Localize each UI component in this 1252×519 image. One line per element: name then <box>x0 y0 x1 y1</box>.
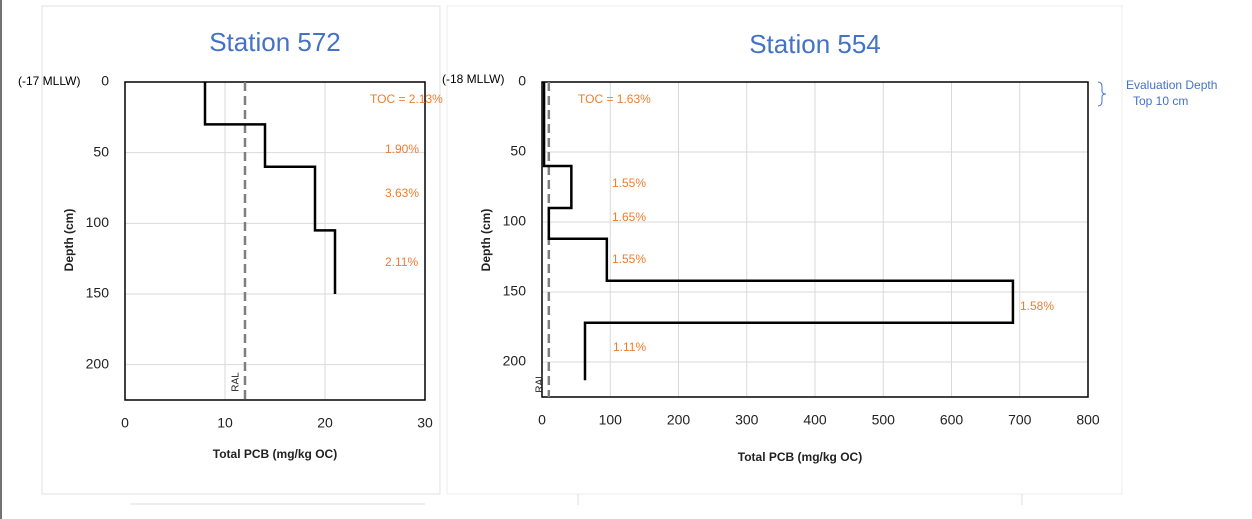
annotation: Evaluation Depth <box>1126 78 1217 92</box>
y-tick-label: 100 <box>503 213 527 229</box>
profile-line <box>542 82 1015 381</box>
y-tick-label: 50 <box>93 143 109 159</box>
plot-area <box>124 81 426 401</box>
y-tick-label: 0 <box>101 73 109 89</box>
y-tick-label: 50 <box>510 143 526 159</box>
ral-label: RAL <box>534 373 545 393</box>
annotation: Top 10 cm <box>1133 94 1188 108</box>
annotation: TOC = 1.63% <box>578 92 651 106</box>
annotation: (-18 MLLW) <box>442 72 504 86</box>
plot-area <box>541 81 1089 398</box>
x-tick-label: 100 <box>599 412 623 428</box>
x-tick-label: 30 <box>417 415 433 431</box>
annotation: 3.63% <box>385 186 419 200</box>
annotation: 1.65% <box>612 210 646 224</box>
y-tick-label: 100 <box>86 214 110 230</box>
x-axis-title: Total PCB (mg/kg OC) <box>213 447 337 461</box>
profile-line <box>203 82 337 294</box>
chart-title: Station 554 <box>749 29 881 59</box>
y-tick-label: 150 <box>503 283 527 299</box>
x-tick-label: 10 <box>217 415 233 431</box>
annotation: 1.58% <box>1020 299 1054 313</box>
y-tick-label: 0 <box>518 73 526 89</box>
y-axis-title: Depth (cm) <box>62 209 76 272</box>
panel-frame <box>446 5 1123 495</box>
annotation: (-17 MLLW) <box>18 74 80 88</box>
ral-label: RAL <box>231 372 242 392</box>
x-tick-label: 800 <box>1076 412 1100 428</box>
y-tick-label: 200 <box>503 353 527 369</box>
x-tick-label: 400 <box>803 412 827 428</box>
annotation: 1.90% <box>385 142 419 156</box>
y-tick-label: 150 <box>86 285 110 301</box>
x-tick-label: 300 <box>735 412 759 428</box>
x-tick-label: 0 <box>121 415 129 431</box>
annotation: 1.55% <box>612 252 646 266</box>
chart-title: Station 572 <box>209 27 341 57</box>
x-tick-label: 600 <box>940 412 964 428</box>
x-tick-label: 700 <box>1008 412 1032 428</box>
x-tick-label: 500 <box>872 412 896 428</box>
y-tick-label: 200 <box>86 355 110 371</box>
x-tick-label: 0 <box>538 412 546 428</box>
x-tick-label: 20 <box>317 415 333 431</box>
y-axis-title: Depth (cm) <box>479 209 493 272</box>
annotation: 1.55% <box>612 176 646 190</box>
panel-frame <box>41 5 441 495</box>
x-tick-label: 200 <box>667 412 691 428</box>
annotation: 2.11% <box>385 255 418 269</box>
x-axis-title: Total PCB (mg/kg OC) <box>738 450 862 464</box>
annotation: 1.11% <box>613 340 646 354</box>
bracket <box>1097 81 1107 107</box>
annotation: TOC = 2.13% <box>370 92 443 106</box>
